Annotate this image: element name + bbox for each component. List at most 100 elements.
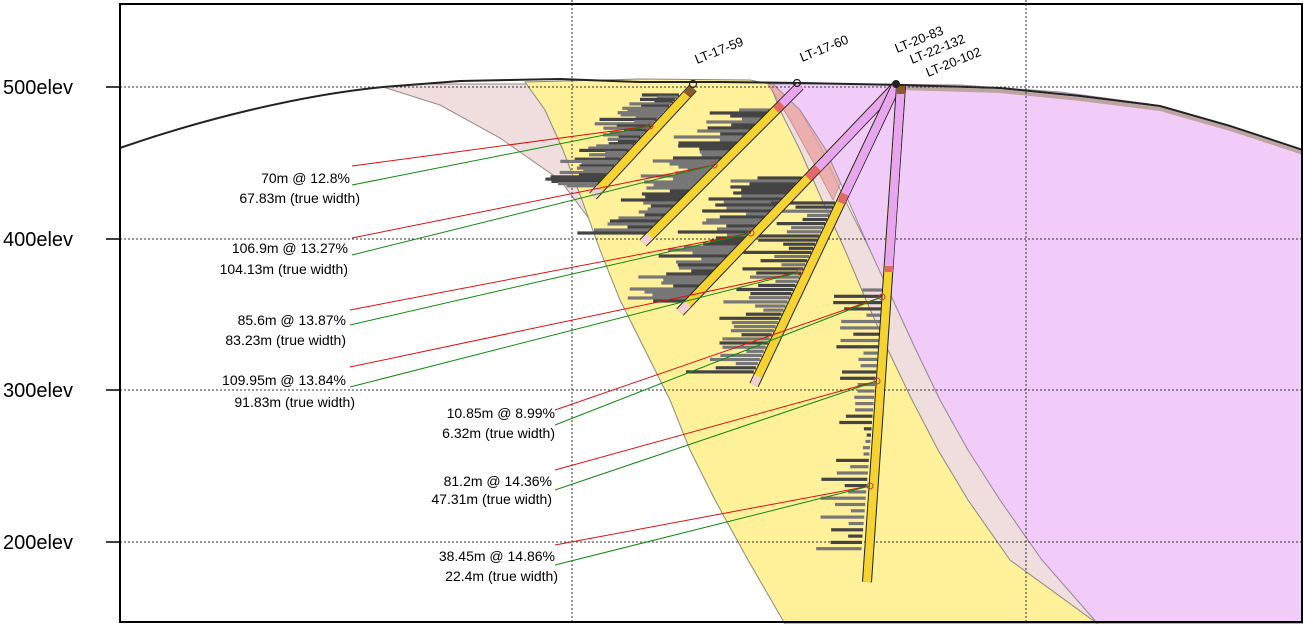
assay-bar bbox=[635, 115, 659, 119]
assay-bar bbox=[733, 325, 776, 329]
assay-bar bbox=[723, 200, 780, 204]
assay-bar bbox=[622, 106, 667, 110]
assay-bar bbox=[644, 290, 694, 294]
assay-bar bbox=[577, 231, 647, 235]
assay-bar bbox=[558, 182, 599, 186]
assay-bar bbox=[776, 222, 826, 226]
intercept-width-4: 91.83m (true width) bbox=[234, 394, 355, 410]
assay-bar bbox=[736, 287, 794, 292]
assay-bar bbox=[836, 458, 869, 462]
assay-bar bbox=[576, 166, 613, 170]
assay-bar bbox=[820, 515, 865, 519]
assay-bar bbox=[863, 452, 870, 456]
assay-bar bbox=[839, 420, 872, 425]
assay-bar bbox=[645, 195, 683, 199]
elev-label-200: 200elev bbox=[3, 532, 73, 554]
assay-bar bbox=[707, 126, 752, 130]
assay-bar bbox=[588, 146, 631, 150]
assay-bar bbox=[652, 293, 691, 297]
intercept-grade-1: 70m @ 12.8% bbox=[261, 170, 350, 186]
assay-bar bbox=[560, 159, 619, 163]
assay-bar bbox=[833, 301, 882, 305]
assay-bar bbox=[634, 120, 655, 124]
assay-histogram-group bbox=[545, 93, 883, 551]
intercept-markers bbox=[646, 122, 886, 490]
assay-bar bbox=[730, 185, 794, 189]
assay-bar bbox=[641, 192, 686, 196]
assay-bar bbox=[666, 272, 711, 276]
overburden-band bbox=[900, 86, 1303, 155]
assay-bar bbox=[669, 189, 689, 193]
assay-bar bbox=[605, 155, 623, 159]
assay-bar bbox=[850, 509, 865, 513]
intercept-grade-2: 106.9m @ 13.27% bbox=[232, 240, 348, 256]
assay-bar bbox=[627, 108, 665, 113]
assay-bar bbox=[741, 188, 791, 192]
elevation-gridlines bbox=[120, 0, 1303, 624]
assay-bar bbox=[857, 389, 875, 393]
assay-bar bbox=[607, 137, 639, 141]
assay-bar bbox=[640, 97, 675, 101]
topography-line bbox=[119, 77, 1303, 151]
assay-bar bbox=[865, 439, 871, 443]
assay-bar bbox=[795, 205, 834, 209]
assay-bar bbox=[607, 222, 656, 226]
assay-bar bbox=[545, 177, 603, 181]
assay-bar bbox=[550, 175, 605, 179]
assay-bar bbox=[581, 162, 617, 166]
intercept-width-3: 83.23m (true width) bbox=[225, 332, 346, 348]
assay-bar bbox=[840, 376, 876, 380]
intercept-width-1: 67.83m (true width) bbox=[239, 190, 360, 206]
assay-bar bbox=[683, 245, 737, 249]
assay-bar bbox=[771, 209, 831, 213]
assay-bar bbox=[627, 225, 653, 229]
assay-bar bbox=[731, 123, 755, 127]
assay-bar bbox=[821, 477, 868, 481]
assay-bar bbox=[699, 150, 728, 154]
assay-bar bbox=[697, 129, 749, 133]
assay-bar bbox=[687, 168, 710, 172]
assay-bar bbox=[620, 198, 680, 202]
assay-bar bbox=[673, 284, 700, 288]
assay-bar bbox=[677, 230, 751, 234]
assay-bar bbox=[678, 165, 713, 169]
assay-bar bbox=[675, 171, 707, 175]
assay-bar bbox=[775, 279, 798, 283]
assay-bar bbox=[559, 170, 609, 175]
assay-bar bbox=[701, 257, 725, 261]
intercept-grade-6: 81.2m @ 14.36% bbox=[444, 473, 552, 489]
assay-bar bbox=[677, 263, 720, 267]
assay-bar bbox=[699, 147, 731, 151]
intercept-grade-7: 38.45m @ 14.86% bbox=[439, 548, 555, 564]
assay-bar bbox=[673, 177, 701, 181]
assay-bar bbox=[638, 210, 668, 214]
assay-bar bbox=[678, 141, 737, 145]
assay-bar bbox=[692, 251, 731, 255]
assay-bar bbox=[703, 242, 740, 246]
assay-bar bbox=[840, 326, 880, 330]
assay-bar bbox=[735, 362, 758, 366]
hole-label-lt-17-60: LT-17-60 bbox=[798, 32, 851, 65]
assay-bar bbox=[758, 283, 796, 287]
assay-bar bbox=[566, 184, 597, 188]
assay-bar bbox=[753, 234, 820, 238]
assay-bar bbox=[722, 337, 770, 341]
assay-bar bbox=[723, 300, 788, 304]
assay-bar bbox=[599, 117, 657, 121]
assay-bar bbox=[609, 131, 645, 135]
assay-bar bbox=[656, 95, 677, 99]
assay-bar bbox=[686, 370, 754, 374]
grade-leader-lines bbox=[349, 125, 883, 546]
assay-bar bbox=[746, 212, 768, 216]
assay-bar bbox=[741, 117, 761, 121]
assay-bar bbox=[594, 228, 650, 232]
assay-bar bbox=[706, 120, 758, 124]
assay-bar bbox=[627, 296, 688, 300]
assay-bar bbox=[658, 254, 728, 258]
assay-bar bbox=[641, 93, 679, 97]
assay-bar bbox=[860, 364, 877, 368]
assay-bar bbox=[855, 402, 874, 406]
assay-bar bbox=[758, 238, 818, 242]
assay-bar bbox=[589, 153, 625, 157]
